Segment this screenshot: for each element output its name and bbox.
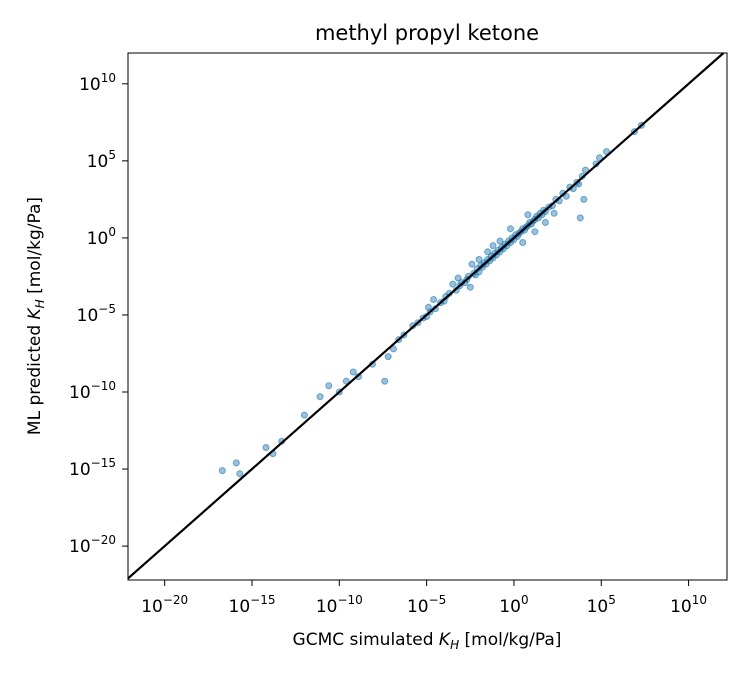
- y-tick-base: 10: [69, 383, 91, 403]
- data-point: [349, 368, 357, 376]
- y-tick-base: 10: [79, 75, 101, 95]
- y-tick-label: 10−20: [69, 533, 116, 557]
- data-point: [316, 393, 324, 401]
- data-point: [300, 411, 308, 419]
- data-point: [468, 260, 476, 268]
- x-tick-base: 10: [316, 597, 338, 617]
- data-point: [424, 303, 432, 311]
- y-tick-label: 10−5: [77, 302, 116, 326]
- x-tick-base: 10: [587, 597, 609, 617]
- data-point: [550, 209, 558, 217]
- data-point: [381, 377, 389, 385]
- x-tick-exponent: 5: [608, 593, 616, 607]
- data-point: [449, 280, 457, 288]
- data-point: [541, 219, 549, 226]
- y-tick-base: 10: [87, 229, 109, 249]
- xlabel-part: K: [439, 630, 452, 650]
- data-point: [576, 214, 584, 222]
- x-tick-label: 10−15: [229, 593, 276, 617]
- data-point: [580, 195, 588, 203]
- y-tick-exponent: 10: [101, 71, 116, 85]
- data-point: [531, 228, 539, 236]
- x-tick-exponent: −10: [337, 593, 362, 607]
- y-tick-exponent: −10: [91, 379, 116, 393]
- data-point: [475, 256, 483, 263]
- data-point: [218, 467, 226, 475]
- plot-frame: [127, 52, 728, 581]
- y-tick-exponent: −20: [91, 533, 116, 547]
- x-tick-label: 10−5: [407, 593, 446, 617]
- ylabel-part: H: [33, 299, 47, 308]
- plot-area: [127, 52, 728, 581]
- y-tick-exponent: 5: [108, 148, 116, 162]
- data-point: [454, 274, 462, 282]
- data-point: [430, 296, 438, 303]
- data-point: [232, 459, 240, 467]
- x-tick-label: 10−20: [141, 593, 188, 617]
- data-point: [484, 248, 492, 256]
- x-tick-base: 10: [670, 597, 692, 617]
- x-tick-base: 10: [407, 597, 429, 617]
- chart-title: methyl propyl ketone: [315, 21, 539, 45]
- x-tick-label: 1010: [670, 593, 707, 617]
- data-point: [582, 166, 589, 174]
- ylabel-part: ML predicted: [25, 319, 45, 435]
- data-point: [236, 470, 244, 478]
- data-point: [342, 377, 350, 385]
- y-tick-exponent: 0: [108, 225, 116, 239]
- x-tick-label: 105: [587, 593, 616, 617]
- x-tick-exponent: −15: [250, 593, 275, 607]
- data-point: [603, 148, 610, 156]
- data-point: [562, 192, 570, 200]
- ylabel-part: K: [25, 306, 45, 319]
- y-tick-exponent: −5: [98, 302, 116, 316]
- data-point: [489, 242, 497, 250]
- x-tick-base: 10: [499, 597, 521, 617]
- y-tick-base: 10: [69, 460, 91, 480]
- xlabel-part: [mol/kg/Pa]: [459, 630, 561, 650]
- x-axis-label: GCMC simulated KH [mol/kg/Pa]: [293, 630, 562, 652]
- x-axis-ticks: 10−20 10−15 10−10 10−5 100 105 1010: [141, 580, 707, 617]
- data-point: [507, 225, 514, 233]
- identity-line: [127, 52, 725, 580]
- data-point: [325, 382, 333, 390]
- xlabel-part: H: [450, 638, 459, 652]
- x-tick-exponent: −5: [429, 593, 447, 607]
- x-tick-base: 10: [141, 597, 163, 617]
- xlabel-part: GCMC simulated: [293, 630, 439, 650]
- y-tick-label: 1010: [79, 71, 116, 95]
- data-point: [519, 239, 527, 246]
- data-point: [262, 444, 270, 451]
- x-tick-exponent: 10: [692, 593, 707, 607]
- x-tick-label: 10−10: [316, 593, 363, 617]
- data-point: [384, 353, 392, 361]
- data-point: [496, 237, 504, 245]
- x-tick-base: 10: [229, 597, 251, 617]
- y-tick-base: 10: [69, 537, 91, 557]
- y-tick-exponent: −15: [91, 456, 116, 470]
- data-point: [466, 283, 474, 291]
- data-point: [596, 154, 603, 162]
- x-tick-exponent: 0: [521, 593, 529, 607]
- x-tick-exponent: −20: [163, 593, 188, 607]
- y-tick-base: 10: [77, 306, 99, 326]
- ylabel-part: [mol/kg/Pa]: [25, 197, 45, 299]
- x-tick-label: 100: [499, 593, 528, 617]
- y-tick-label: 105: [87, 148, 116, 172]
- data-point: [389, 345, 397, 353]
- y-tick-label: 10−10: [69, 379, 116, 403]
- y-tick-base: 10: [87, 152, 109, 172]
- y-axis-label: ML predicted KH [mol/kg/Pa]: [25, 197, 47, 435]
- y-tick-label: 100: [87, 225, 116, 249]
- data-point: [524, 211, 532, 219]
- y-tick-label: 10−15: [69, 456, 116, 480]
